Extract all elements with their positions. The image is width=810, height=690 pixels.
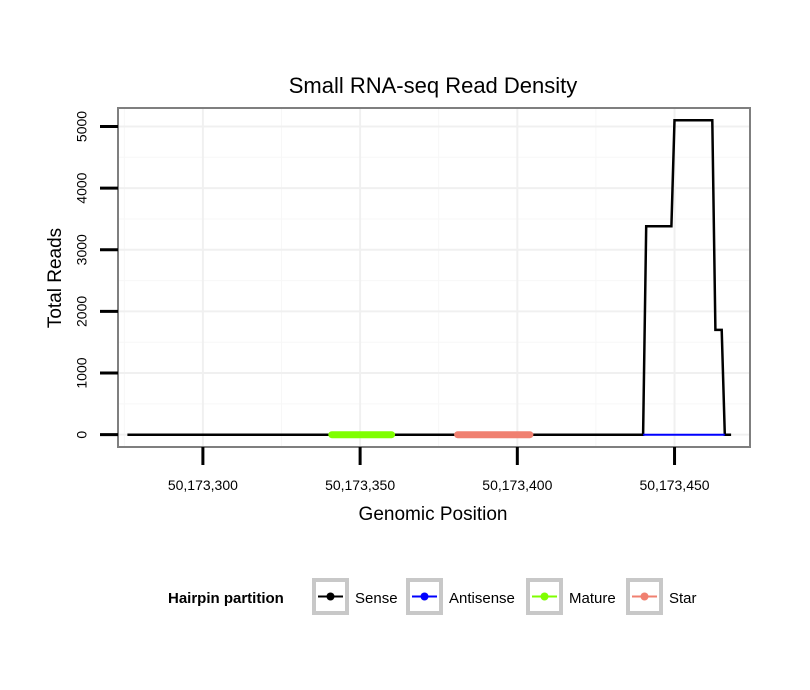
legend-label: Mature <box>569 590 616 607</box>
x-tick-label: 50,173,300 <box>168 477 238 493</box>
y-tick-label: 3000 <box>74 234 90 265</box>
legend-key-dot <box>640 592 649 601</box>
legend-item-mature: Mature <box>526 578 616 615</box>
x-tick-label: 50,173,450 <box>639 477 709 493</box>
chart-title: Small RNA-seq Read Density <box>289 73 578 98</box>
y-tick-label: 5000 <box>74 111 90 142</box>
y-tick-label: 0 <box>74 431 90 439</box>
x-tick-label: 50,173,350 <box>325 477 395 493</box>
y-tick-label: 1000 <box>74 357 90 388</box>
series-line-sense <box>127 119 732 436</box>
legend-key-dot <box>326 592 335 601</box>
legend-label: Antisense <box>449 590 515 607</box>
legend-item-star: Star <box>626 578 697 615</box>
legend-key-dot <box>540 592 549 601</box>
legend-label: Sense <box>355 590 398 607</box>
legend: Hairpin partition Sense Antisense Mature St… <box>168 578 697 615</box>
x-axis-title: Genomic Position <box>359 504 508 525</box>
plot-border <box>117 107 751 448</box>
legend-item-antisense: Antisense <box>406 578 515 615</box>
legend-label: Star <box>669 590 697 607</box>
y-tick-label: 2000 <box>74 296 90 327</box>
legend-key-dot <box>420 592 429 601</box>
legend-item-sense: Sense <box>312 578 398 615</box>
y-axis: 0 1000 2000 3000 4000 5000 <box>74 111 118 439</box>
x-tick-label: 50,173,400 <box>482 477 552 493</box>
minor-gridlines <box>118 108 750 447</box>
series-layer <box>127 119 732 439</box>
plot-panel <box>118 108 750 447</box>
legend-title: Hairpin partition <box>168 590 284 607</box>
x-axis: 50,173,300 50,173,350 50,173,400 50,173,450 <box>168 447 710 493</box>
y-tick-label: 4000 <box>74 172 90 203</box>
y-axis-title: Total Reads <box>45 228 66 328</box>
